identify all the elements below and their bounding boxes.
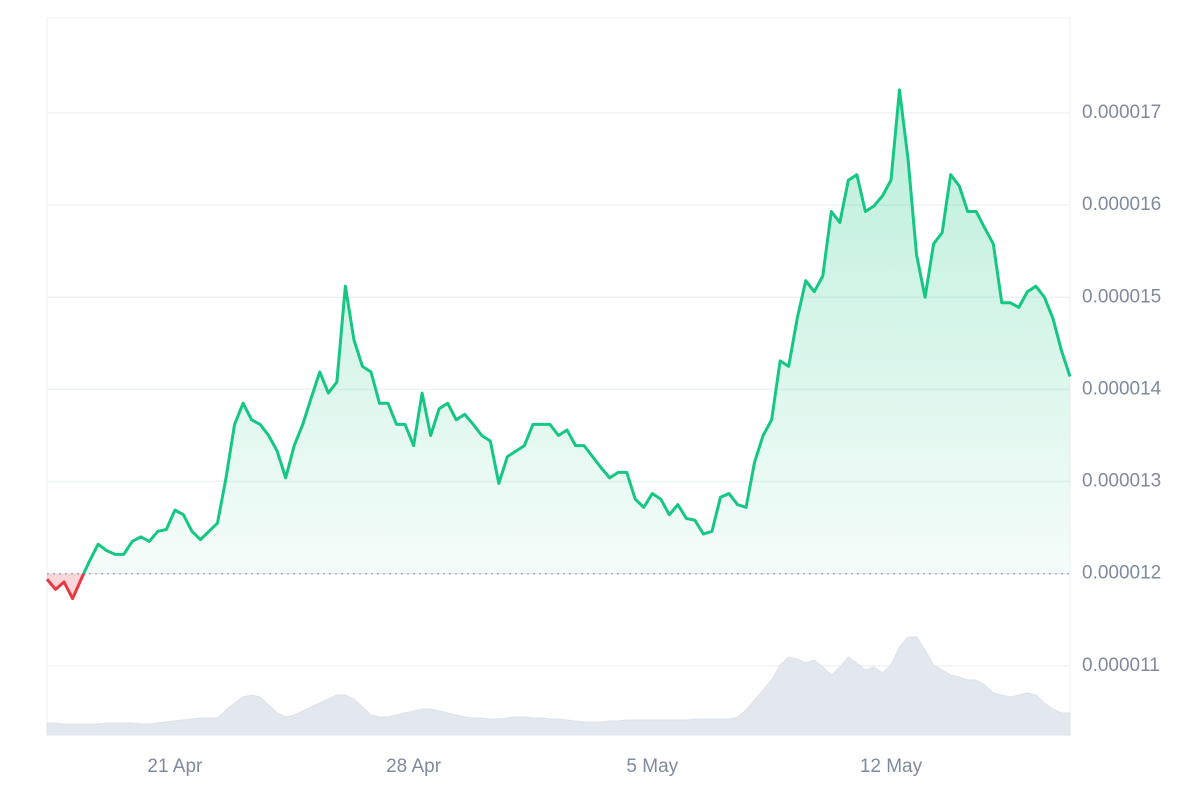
- y-tick-label: 0.000017: [1082, 102, 1161, 123]
- price-line-up: [82, 88, 1072, 574]
- y-tick-label: 0.000015: [1082, 286, 1161, 307]
- y-tick-label: 0.000013: [1082, 471, 1161, 492]
- volume-area: [46, 636, 1071, 736]
- y-tick-label: 0.000016: [1082, 194, 1161, 215]
- area-up: [47, 89, 1070, 574]
- y-tick-label: 0.000011: [1082, 655, 1160, 676]
- y-tick-label: 0.000012: [1082, 563, 1161, 584]
- y-tick-label: 0.000014: [1082, 378, 1162, 399]
- x-tick-label: 5 May: [626, 756, 678, 777]
- x-tick-label: 21 Apr: [147, 756, 203, 777]
- x-tick-label: 28 Apr: [386, 756, 442, 777]
- x-tick-label: 12 May: [860, 756, 923, 777]
